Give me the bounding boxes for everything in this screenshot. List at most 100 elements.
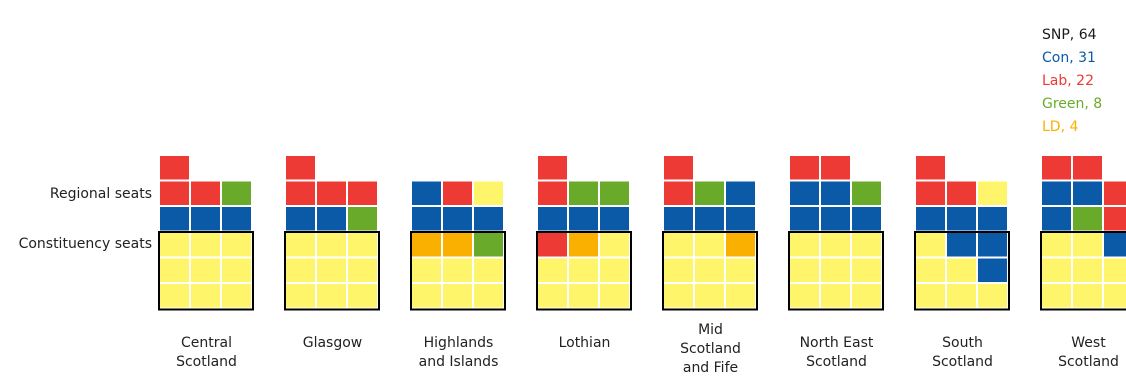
row-label-regional: Regional seats xyxy=(49,186,152,202)
regional-seat-con xyxy=(443,207,472,231)
constituency-seat-snp xyxy=(317,233,346,257)
regional-seat-lab xyxy=(790,156,819,180)
regional-seat-con xyxy=(1042,181,1071,205)
regional-seat-green xyxy=(695,181,724,205)
regional-seat-green xyxy=(1073,207,1102,231)
constituency-seat-snp xyxy=(222,233,251,257)
regional-seat-con xyxy=(916,207,945,231)
constituency-seat-snp xyxy=(695,258,724,282)
constituency-seat-green xyxy=(474,233,503,257)
constituency-seat-snp xyxy=(852,258,881,282)
constituency-seat-snp xyxy=(664,284,693,308)
constituency-seat-snp xyxy=(1042,284,1071,308)
regional-seat-con xyxy=(286,207,315,231)
constituency-seat-snp xyxy=(821,284,850,308)
regional-seat-con xyxy=(191,207,220,231)
constituency-seat-snp xyxy=(348,233,377,257)
regional-seat-con xyxy=(569,207,598,231)
constituency-outline xyxy=(662,231,758,311)
regional-seat-con xyxy=(790,181,819,205)
constituency-seat-snp xyxy=(317,284,346,308)
constituency-seat-snp xyxy=(600,284,629,308)
legend-item-ld: LD, 4 xyxy=(1042,119,1079,135)
constituency-seat-snp xyxy=(160,284,189,308)
region-label: Lothian xyxy=(558,335,611,351)
constituency-seat-snp xyxy=(916,258,945,282)
regional-seat-con xyxy=(317,207,346,231)
constituency-seat-snp xyxy=(1073,258,1102,282)
regional-seat-lab xyxy=(538,156,567,180)
legend: SNP, 64 Con, 31 Lab, 22 Green, 8 LD, 4 xyxy=(1042,24,1102,139)
constituency-outline xyxy=(158,231,254,311)
constituency-seat-con xyxy=(978,258,1007,282)
constituency-seat-snp xyxy=(1104,258,1126,282)
regional-seat-con xyxy=(160,207,189,231)
constituency-seat-ld xyxy=(569,233,598,257)
constituency-seat-snp xyxy=(790,258,819,282)
regional-seat-con xyxy=(978,207,1007,231)
regional-seat-con xyxy=(664,207,693,231)
constituency-seat-snp xyxy=(947,284,976,308)
constituency-seat-snp xyxy=(1073,284,1102,308)
legend-item-lab: Lab, 22 xyxy=(1042,73,1094,89)
constituency-seat-snp xyxy=(191,284,220,308)
regional-seat-con xyxy=(726,207,755,231)
regional-seat-con xyxy=(412,181,441,205)
regional-seat-con xyxy=(222,207,251,231)
regional-seat-lab xyxy=(286,181,315,205)
constituency-seat-snp xyxy=(664,233,693,257)
regional-seat-lab xyxy=(160,181,189,205)
constituency-seat-snp xyxy=(664,258,693,282)
regional-seat-lab xyxy=(348,181,377,205)
region-label: Glasgow xyxy=(302,335,363,351)
region-label: Highlands and Islands xyxy=(418,335,499,370)
constituency-seat-snp xyxy=(1042,233,1071,257)
constituency-outline xyxy=(1040,231,1126,311)
constituency-seat-snp xyxy=(222,284,251,308)
regional-seat-con xyxy=(412,207,441,231)
constituency-seat-snp xyxy=(726,284,755,308)
constituency-seat-snp xyxy=(1042,258,1071,282)
regional-seat-con xyxy=(821,207,850,231)
constituency-seat-snp xyxy=(160,258,189,282)
regional-seat-con xyxy=(538,207,567,231)
constituency-seat-snp xyxy=(160,233,189,257)
constituency-seat-snp xyxy=(790,233,819,257)
constituency-seat-ld xyxy=(443,233,472,257)
constituency-outline xyxy=(536,231,632,311)
regional-seat-lab xyxy=(191,181,220,205)
regional-seat-lab xyxy=(1073,156,1102,180)
constituency-seat-snp xyxy=(726,258,755,282)
constituency-seat-snp xyxy=(695,233,724,257)
legend-item-green: Green, 8 xyxy=(1042,96,1103,112)
regional-seat-green xyxy=(569,181,598,205)
legend-item-con: Con, 31 xyxy=(1042,50,1096,66)
regional-seat-green xyxy=(852,181,881,205)
constituency-seat-ld xyxy=(412,233,441,257)
regional-seat-con xyxy=(852,207,881,231)
constituency-seat-snp xyxy=(474,258,503,282)
regional-seat-con xyxy=(600,207,629,231)
regional-seat-lab xyxy=(317,181,346,205)
constituency-seat-snp xyxy=(790,284,819,308)
constituency-seat-snp xyxy=(191,233,220,257)
regional-seat-lab xyxy=(160,156,189,180)
region-label: North East Scotland xyxy=(799,335,874,370)
constituency-seat-snp xyxy=(947,258,976,282)
constituency-seat-snp xyxy=(569,258,598,282)
regional-seat-snp xyxy=(978,181,1007,205)
regional-seat-lab xyxy=(1104,207,1126,231)
constituency-outline xyxy=(788,231,884,311)
region-label: Mid Scotland and Fife xyxy=(680,322,741,376)
constituency-seat-snp xyxy=(538,284,567,308)
regional-seat-lab xyxy=(1104,181,1126,205)
constituency-seat-snp xyxy=(916,233,945,257)
regional-seat-con xyxy=(1042,207,1071,231)
constituency-seat-con xyxy=(978,233,1007,257)
constituency-seat-snp xyxy=(443,258,472,282)
constituency-seat-snp xyxy=(821,233,850,257)
constituency-seat-snp xyxy=(538,258,567,282)
constituency-seat-snp xyxy=(317,258,346,282)
regional-seat-green xyxy=(222,181,251,205)
